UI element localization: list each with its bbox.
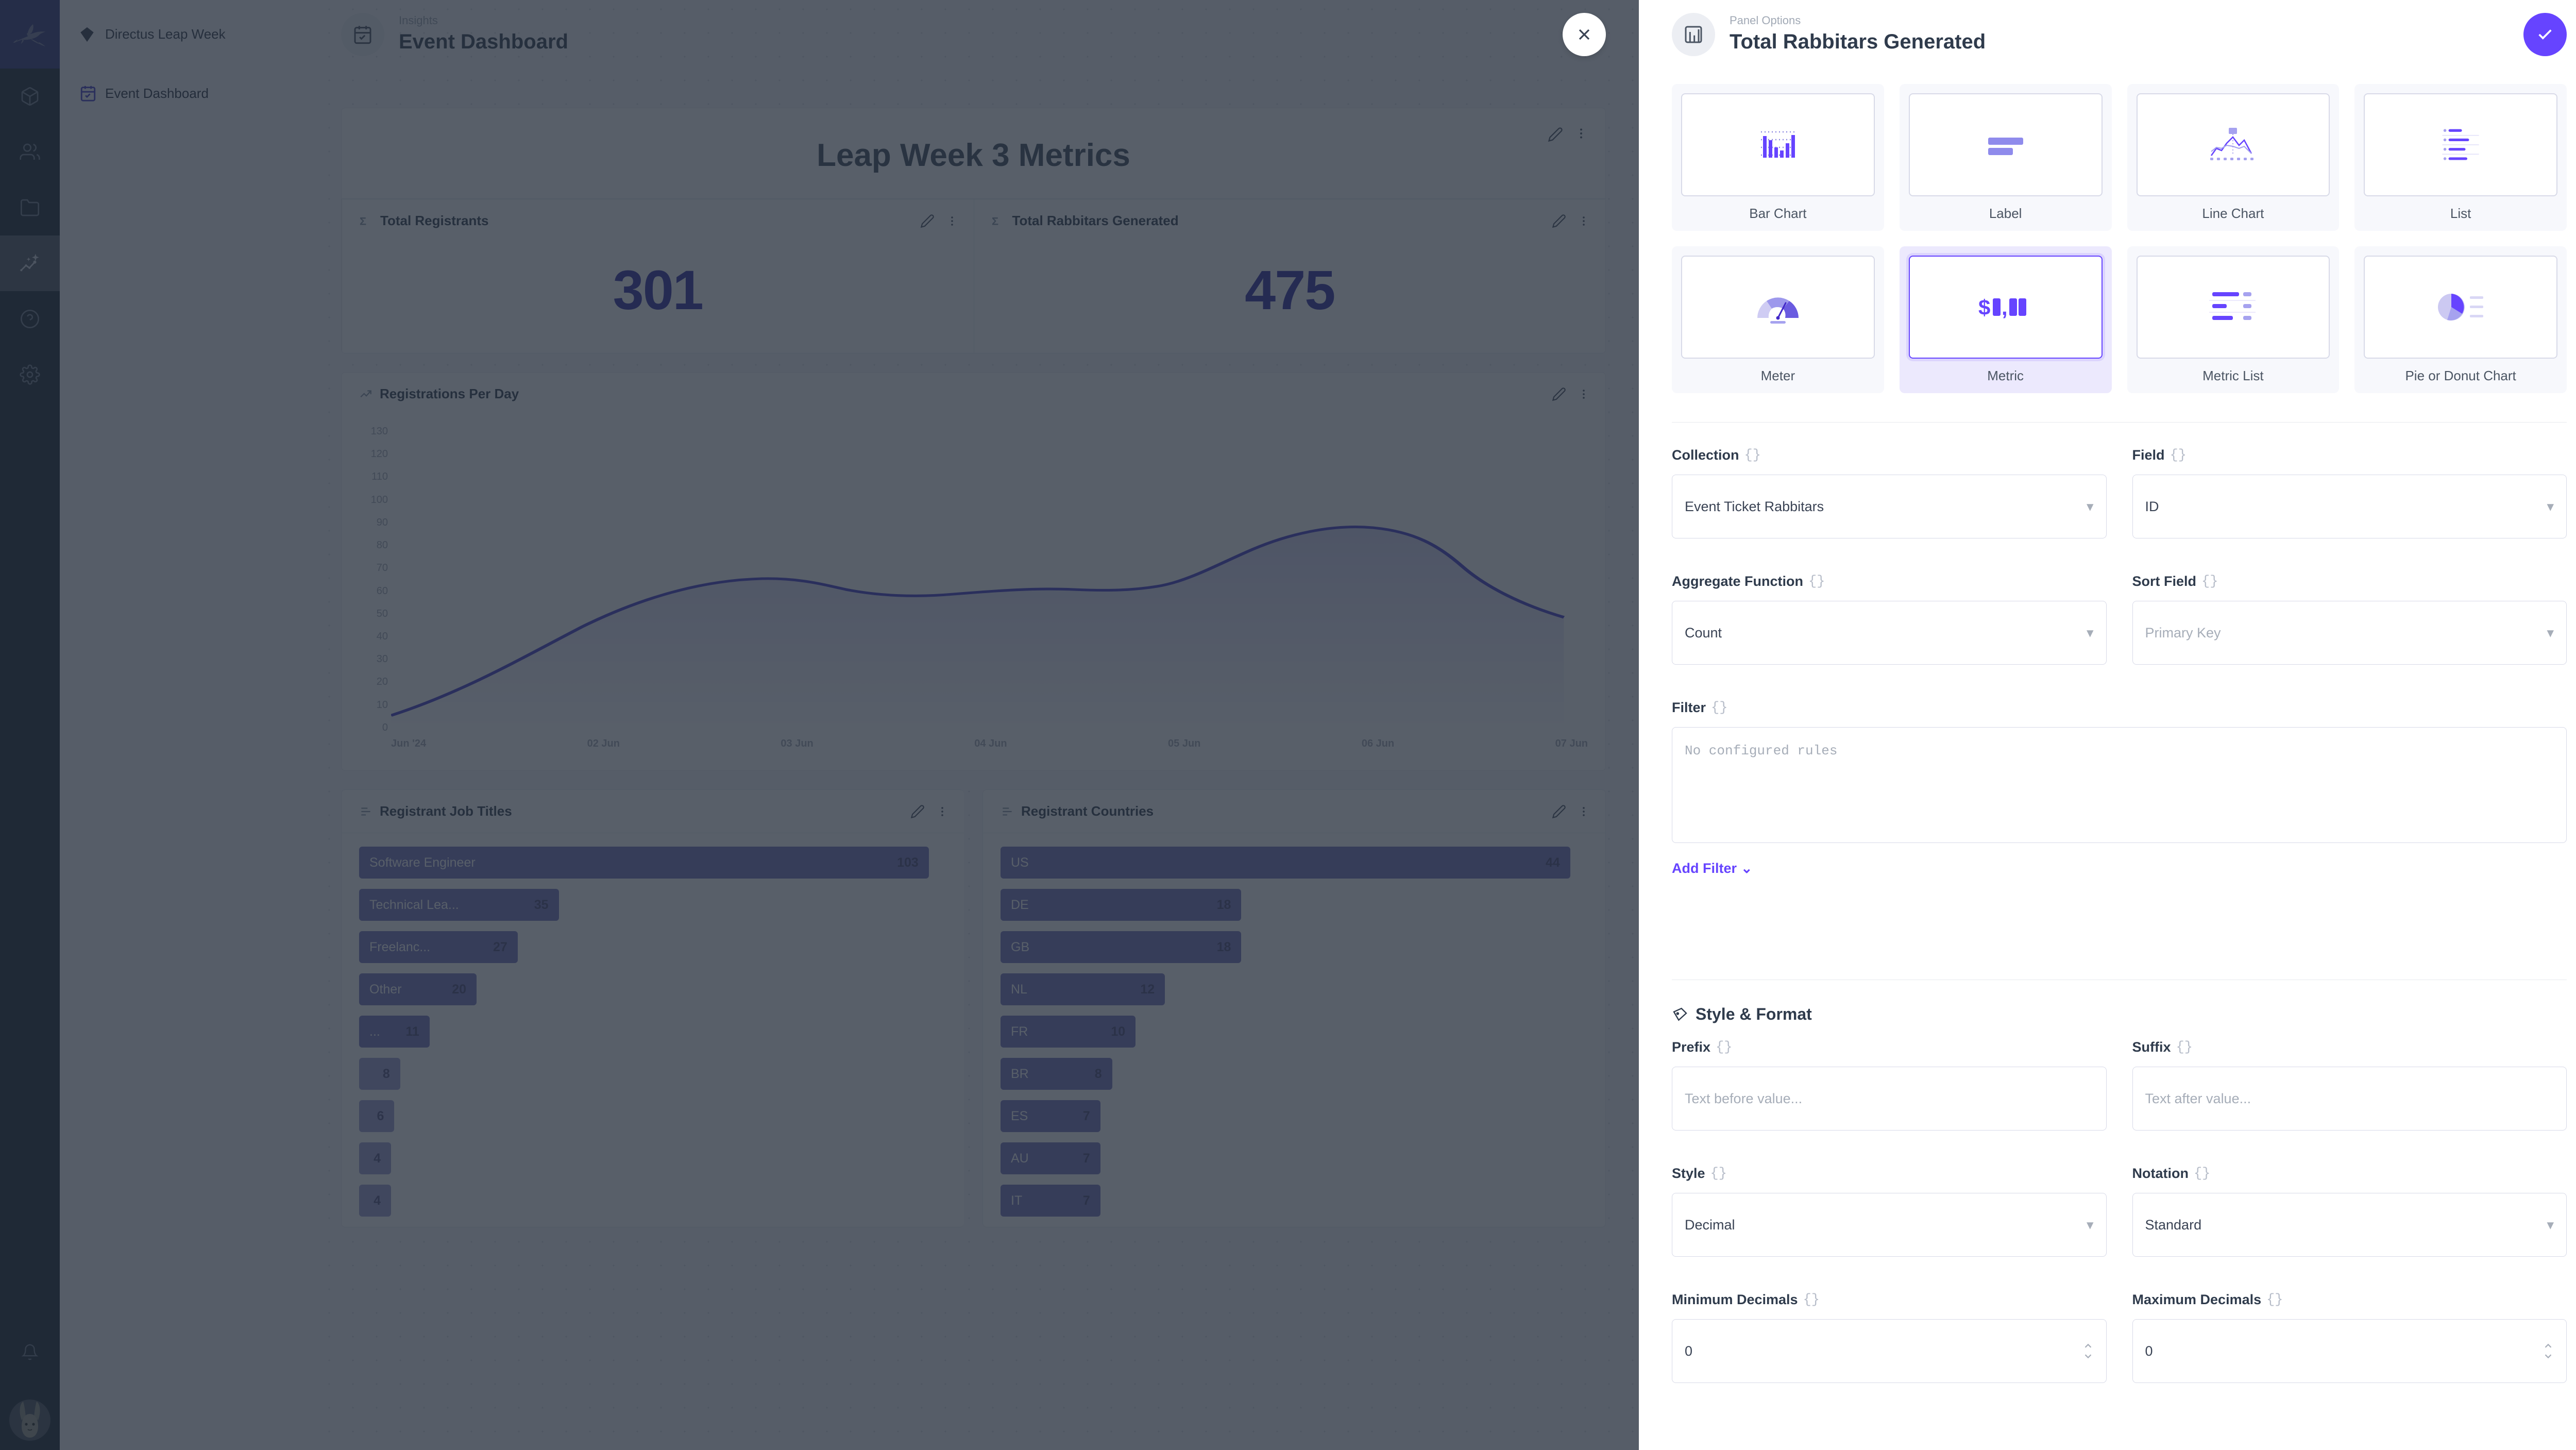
svg-text:,: , [2002,295,2008,319]
svg-text:$: $ [1978,295,1990,319]
